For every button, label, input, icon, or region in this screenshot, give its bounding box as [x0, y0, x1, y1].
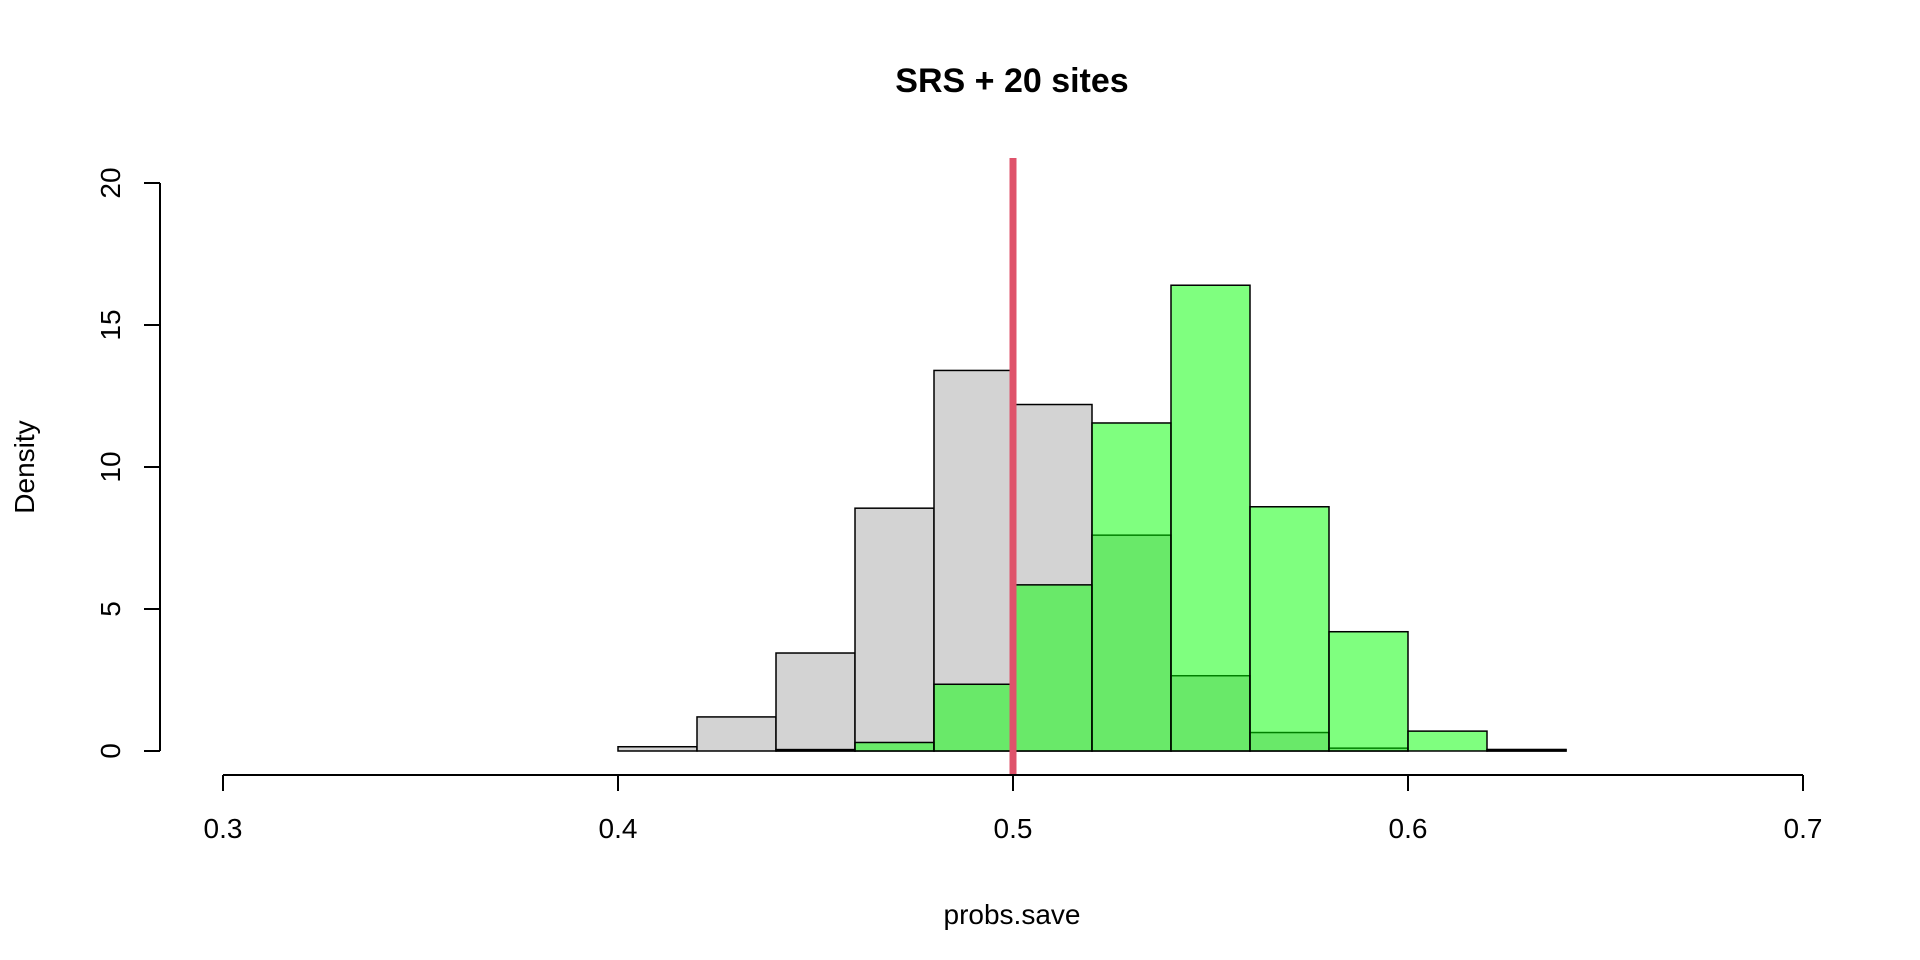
histogram-bar — [775, 652, 856, 752]
histogram-bar — [854, 741, 935, 752]
histogram-bar — [1012, 584, 1093, 752]
histogram-bar — [1328, 630, 1409, 752]
histogram-bar — [933, 683, 1014, 752]
x-tick-label: 0.6 — [1389, 813, 1428, 844]
x-tick-label: 0.7 — [1784, 813, 1823, 844]
histogram-bar — [1486, 748, 1567, 752]
histogram-bar — [1170, 284, 1251, 752]
histogram-bar — [1407, 730, 1488, 752]
bars-layer — [617, 284, 1567, 752]
chart-title: SRS + 20 sites — [895, 62, 1128, 100]
y-tick-label: 5 — [95, 601, 126, 617]
y-axis-label: Density — [9, 420, 40, 513]
histogram-bar — [1249, 506, 1330, 752]
x-axis-ticks: 0.3 0.4 0.5 0.6 0.7 — [204, 775, 1823, 844]
y-tick-label: 20 — [95, 167, 126, 198]
histogram-bar — [1091, 422, 1172, 752]
x-axis-label: probs.save — [944, 899, 1081, 930]
y-tick-label: 15 — [95, 309, 126, 340]
y-tick-label: 10 — [95, 451, 126, 482]
histogram-bar — [775, 748, 856, 752]
x-tick-label: 0.5 — [994, 813, 1033, 844]
y-axis-ticks: 0 5 10 15 20 — [95, 167, 160, 759]
histogram-bar — [854, 507, 935, 752]
y-tick-label: 0 — [95, 743, 126, 759]
histogram-bar — [617, 745, 698, 752]
x-tick-label: 0.3 — [204, 813, 243, 844]
series-1 — [775, 284, 1567, 752]
x-tick-label: 0.4 — [599, 813, 638, 844]
histogram-bar — [696, 716, 777, 752]
